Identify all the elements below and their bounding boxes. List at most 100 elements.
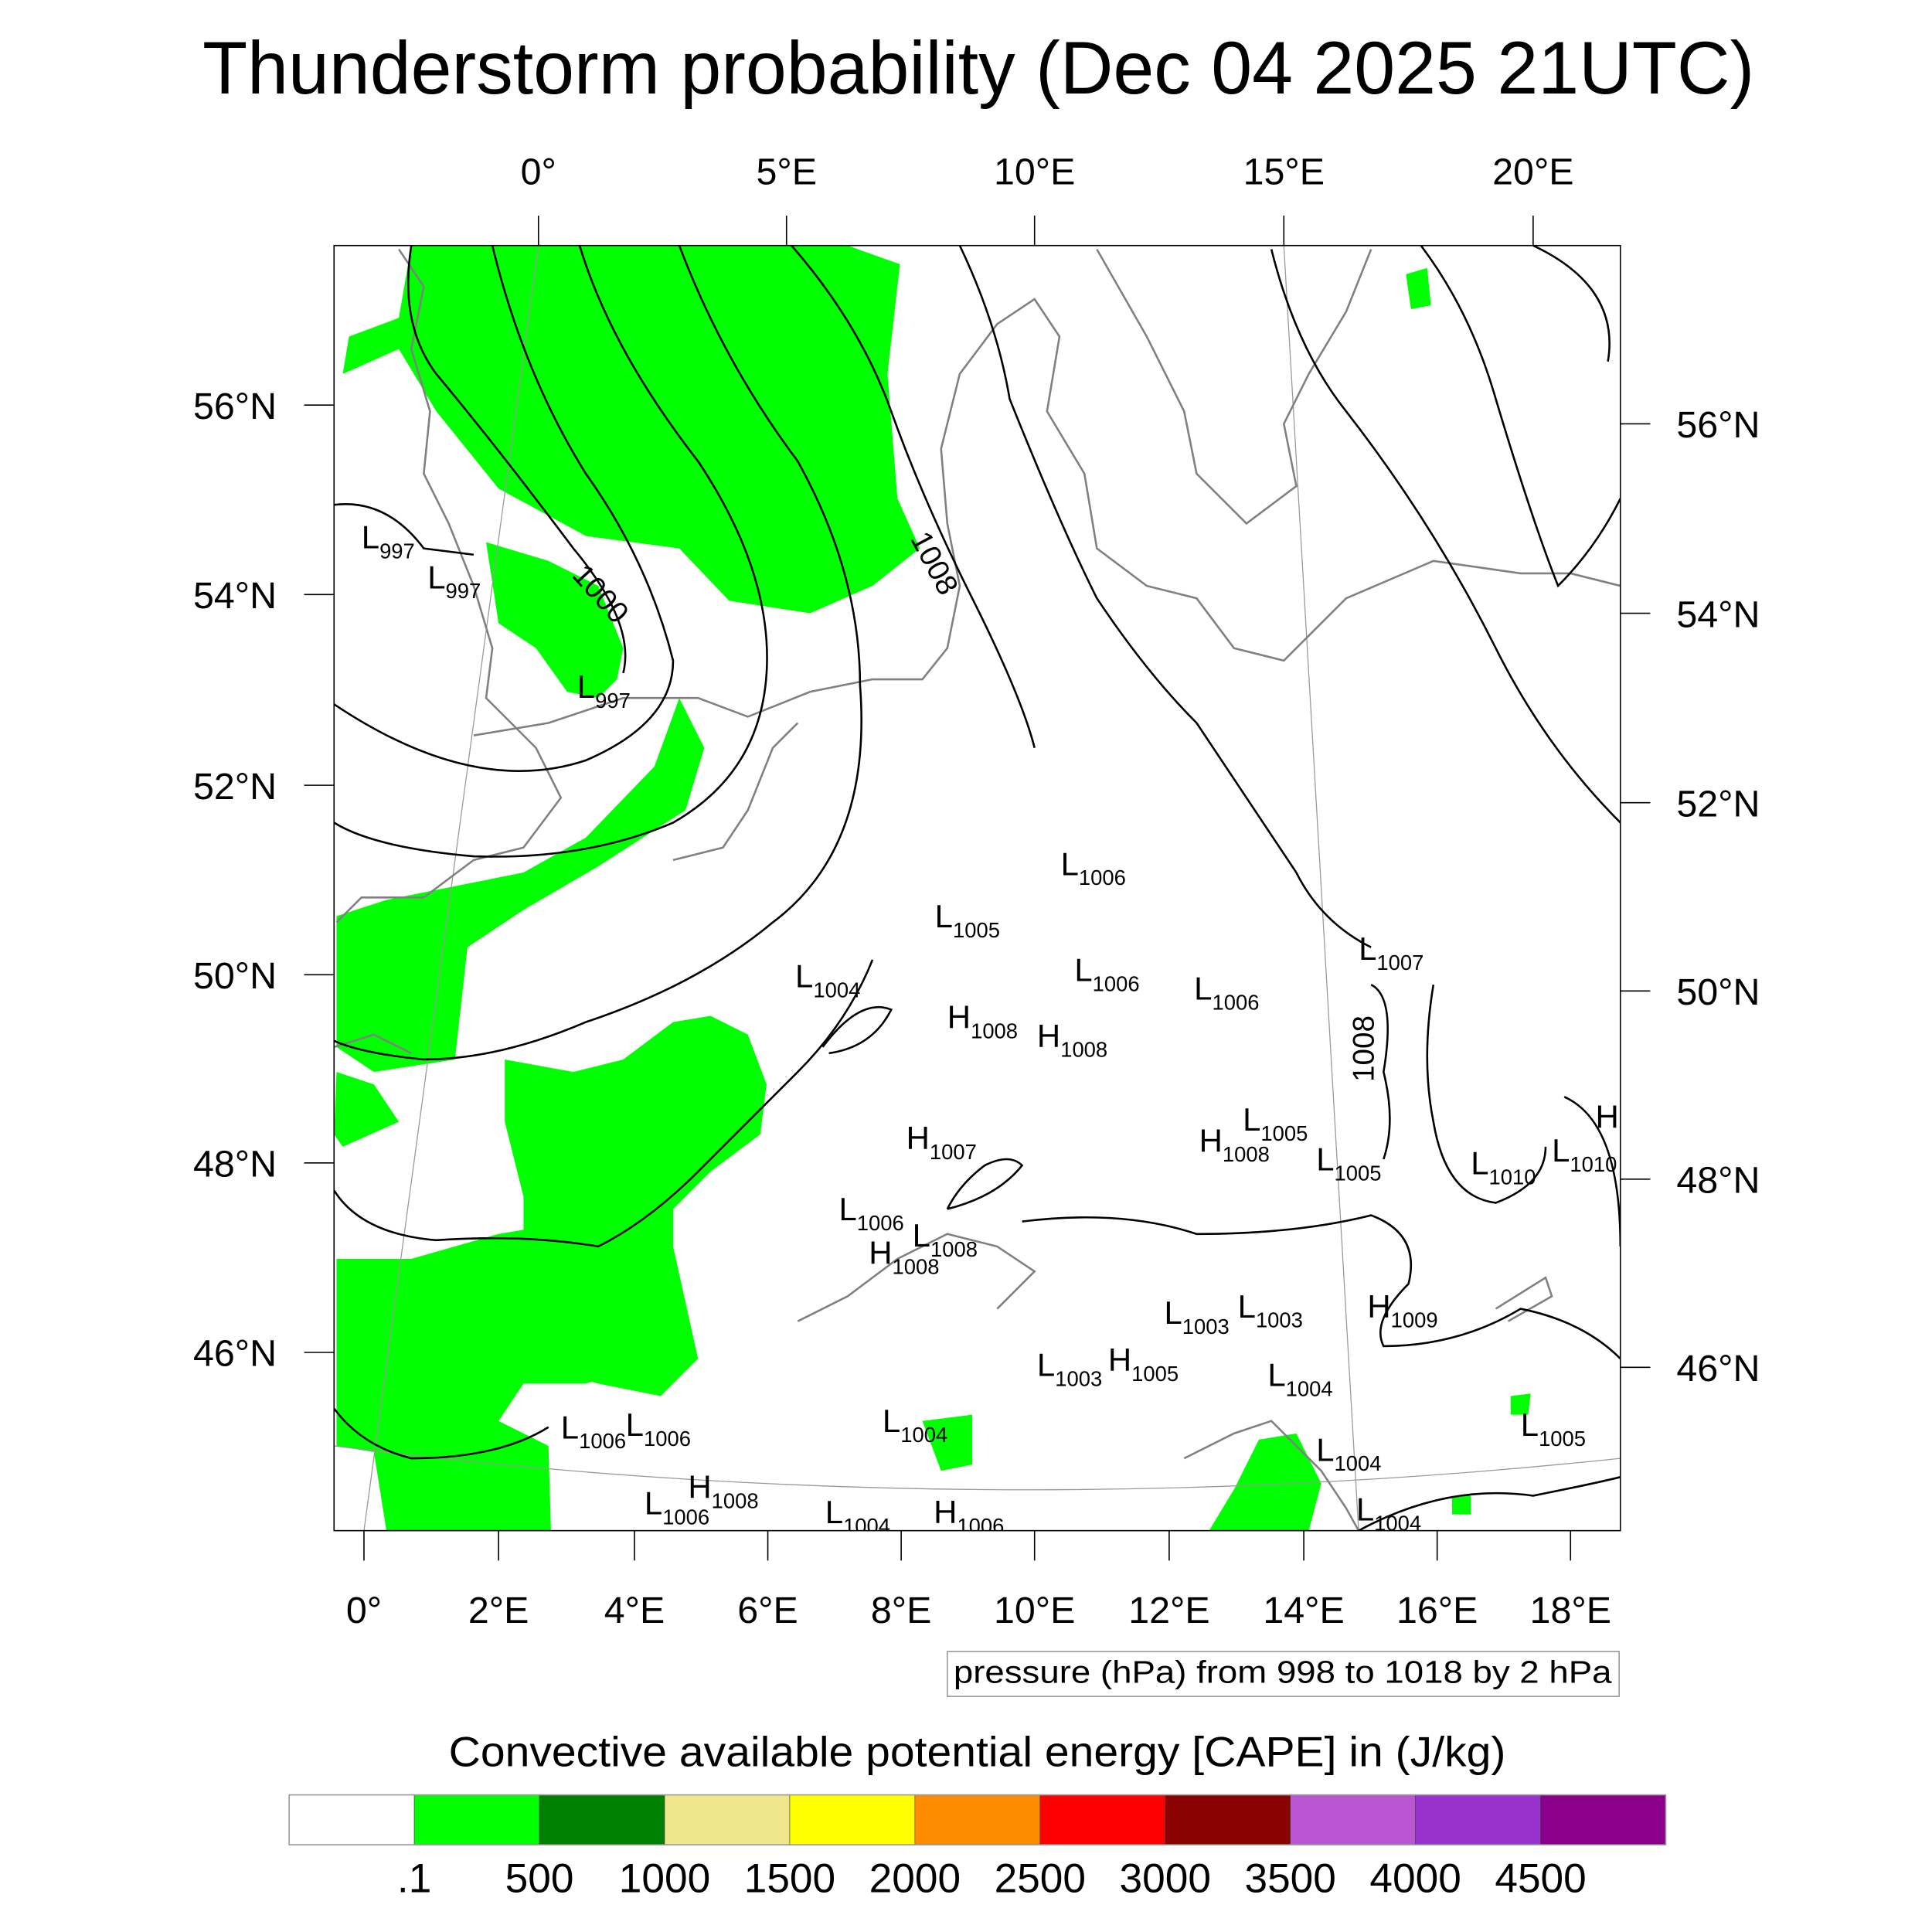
high-pressure-label: H1007 — [906, 1120, 977, 1164]
colorbar-label: 4500 — [1495, 1855, 1586, 1901]
high-pressure-label: H1008 — [1037, 1018, 1107, 1062]
cape-region — [336, 1221, 648, 1531]
low-pressure-label: L1005 — [1521, 1406, 1586, 1451]
colorbar-swatch — [1415, 1794, 1541, 1845]
colorbar-label: 2500 — [995, 1855, 1086, 1901]
high-pressure-label: H1006 — [934, 1494, 1004, 1538]
colorbar-swatch — [664, 1794, 791, 1845]
low-pressure-label: L1006 — [838, 1191, 903, 1235]
colorbar-swatch — [413, 1794, 540, 1845]
bottom-lon-tick-label: 18°E — [1530, 1590, 1611, 1631]
contour-info: pressure (hPa) from 998 to 1018 by 2 hPa — [954, 1654, 1612, 1689]
colorbar-label: 3500 — [1244, 1855, 1335, 1901]
low-pressure-label: L1006 — [561, 1409, 626, 1453]
cape-region — [334, 1072, 400, 1147]
high-pressure-label: H — [1596, 1099, 1619, 1135]
bottom-lon-tick-label: 6°E — [737, 1590, 798, 1631]
colorbar-swatch — [539, 1794, 665, 1845]
axis-tick-labels: 0° 5°E 10°E 15°E 20°E 0° 2°E 4°E 6°E 8°E 10°E 12°E 1… — [193, 151, 1760, 1631]
left-lat-tick-label: 50°N — [193, 955, 277, 997]
colorbar-swatch — [288, 1794, 415, 1845]
low-pressure-label: L1006 — [645, 1485, 709, 1529]
left-lat-tick-label: 48°N — [193, 1144, 277, 1185]
colorbar-label: .1 — [397, 1855, 431, 1901]
map-frame — [333, 244, 1621, 1532]
low-pressure-label: L1006 — [1074, 951, 1139, 995]
bottom-lon-tick-label: 0° — [346, 1590, 382, 1631]
low-pressure-label: L1004 — [883, 1403, 947, 1447]
low-pressure-label: L1004 — [825, 1494, 890, 1538]
colorbar: .1 500 1000 1500 2000 2500 3000 3500 4000 4500 — [288, 1794, 1667, 1901]
colorbar-label: 500 — [505, 1855, 574, 1901]
low-pressure-label: L1010 — [1552, 1132, 1617, 1176]
low-pressure-label: L1005 — [1316, 1141, 1381, 1185]
colorbar-label: 1000 — [619, 1855, 710, 1901]
axis-ticks — [304, 216, 1651, 1561]
high-pressure-label: H1008 — [869, 1234, 939, 1278]
colorbar-swatch — [914, 1794, 1041, 1845]
colorbar-label: 4000 — [1369, 1855, 1461, 1901]
colorbar-swatch — [1290, 1794, 1416, 1845]
left-lat-tick-label: 54°N — [193, 575, 277, 617]
high-pressure-label: H1008 — [947, 999, 1018, 1043]
low-pressure-label: L1007 — [1359, 930, 1423, 975]
contour-label: 1008 — [1347, 1015, 1380, 1082]
low-pressure-label: L1004 — [1316, 1431, 1381, 1475]
bottom-lon-tick-label: 8°E — [871, 1590, 932, 1631]
top-lon-tick-label: 0° — [521, 151, 556, 193]
colorbar-swatch — [1540, 1794, 1666, 1845]
graticule — [334, 245, 1621, 1531]
low-pressure-label: L1005 — [935, 898, 1000, 942]
pressure-contours — [334, 245, 1621, 1531]
top-lon-tick-label: 5°E — [756, 151, 817, 193]
low-pressure-label: L1006 — [1061, 845, 1126, 889]
low-pressure-label: L997 — [427, 559, 481, 603]
colorbar-swatch — [1039, 1794, 1166, 1845]
bottom-lon-tick-label: 2°E — [468, 1590, 529, 1631]
coastlines — [334, 248, 1621, 1531]
low-pressure-label: L1004 — [1356, 1492, 1421, 1536]
high-pressure-label: H1005 — [1108, 1342, 1179, 1386]
low-pressure-label: L997 — [362, 519, 415, 563]
right-lat-tick-label: 46°N — [1676, 1348, 1760, 1389]
high-pressure-label: H1008 — [688, 1469, 758, 1513]
bottom-lon-tick-label: 14°E — [1263, 1590, 1344, 1631]
bottom-lon-tick-label: 4°E — [604, 1590, 665, 1631]
low-pressure-label: L1003 — [1037, 1347, 1102, 1391]
low-pressure-label: L1004 — [1267, 1357, 1332, 1401]
cape-region — [1209, 1433, 1321, 1531]
left-lat-tick-label: 46°N — [193, 1333, 277, 1375]
low-pressure-label: L1003 — [1238, 1288, 1303, 1332]
high-pressure-label: H1009 — [1367, 1288, 1437, 1332]
colorbar-label: 1500 — [744, 1855, 835, 1901]
top-lon-tick-label: 15°E — [1243, 151, 1325, 193]
bottom-lon-tick-label: 12°E — [1128, 1590, 1209, 1631]
low-pressure-label: L1003 — [1164, 1294, 1229, 1338]
bottom-lon-tick-label: 10°E — [994, 1590, 1075, 1631]
right-lat-tick-label: 54°N — [1676, 594, 1760, 635]
cape-region — [342, 245, 920, 614]
colorbar-title: Convective available potential energy [C… — [449, 1727, 1506, 1775]
right-lat-tick-label: 50°N — [1676, 971, 1760, 1013]
colorbar-swatch — [789, 1794, 916, 1845]
cape-region — [336, 698, 705, 1073]
chart-title: Thunderstorm probability (Dec 04 2025 21… — [202, 26, 1754, 110]
low-pressure-label: L1006 — [1194, 971, 1259, 1015]
cape-region — [1510, 1393, 1531, 1415]
low-pressure-label: L1006 — [626, 1406, 691, 1451]
left-lat-tick-label: 52°N — [193, 766, 277, 808]
colorbar-label: 3000 — [1120, 1855, 1211, 1901]
colorbar-swatch — [1165, 1794, 1291, 1845]
colorbar-frame — [288, 1794, 1667, 1845]
low-pressure-label: L1004 — [795, 957, 860, 1002]
colorbar-label: 2000 — [869, 1855, 961, 1901]
low-pressure-label: L1005 — [1243, 1101, 1308, 1145]
contour-info-box — [946, 1651, 1620, 1697]
cape-region — [922, 1414, 973, 1471]
bottom-lon-tick-label: 16°E — [1396, 1590, 1478, 1631]
low-pressure-label: L1008 — [913, 1217, 978, 1261]
high-pressure-label: H1008 — [1199, 1122, 1270, 1166]
